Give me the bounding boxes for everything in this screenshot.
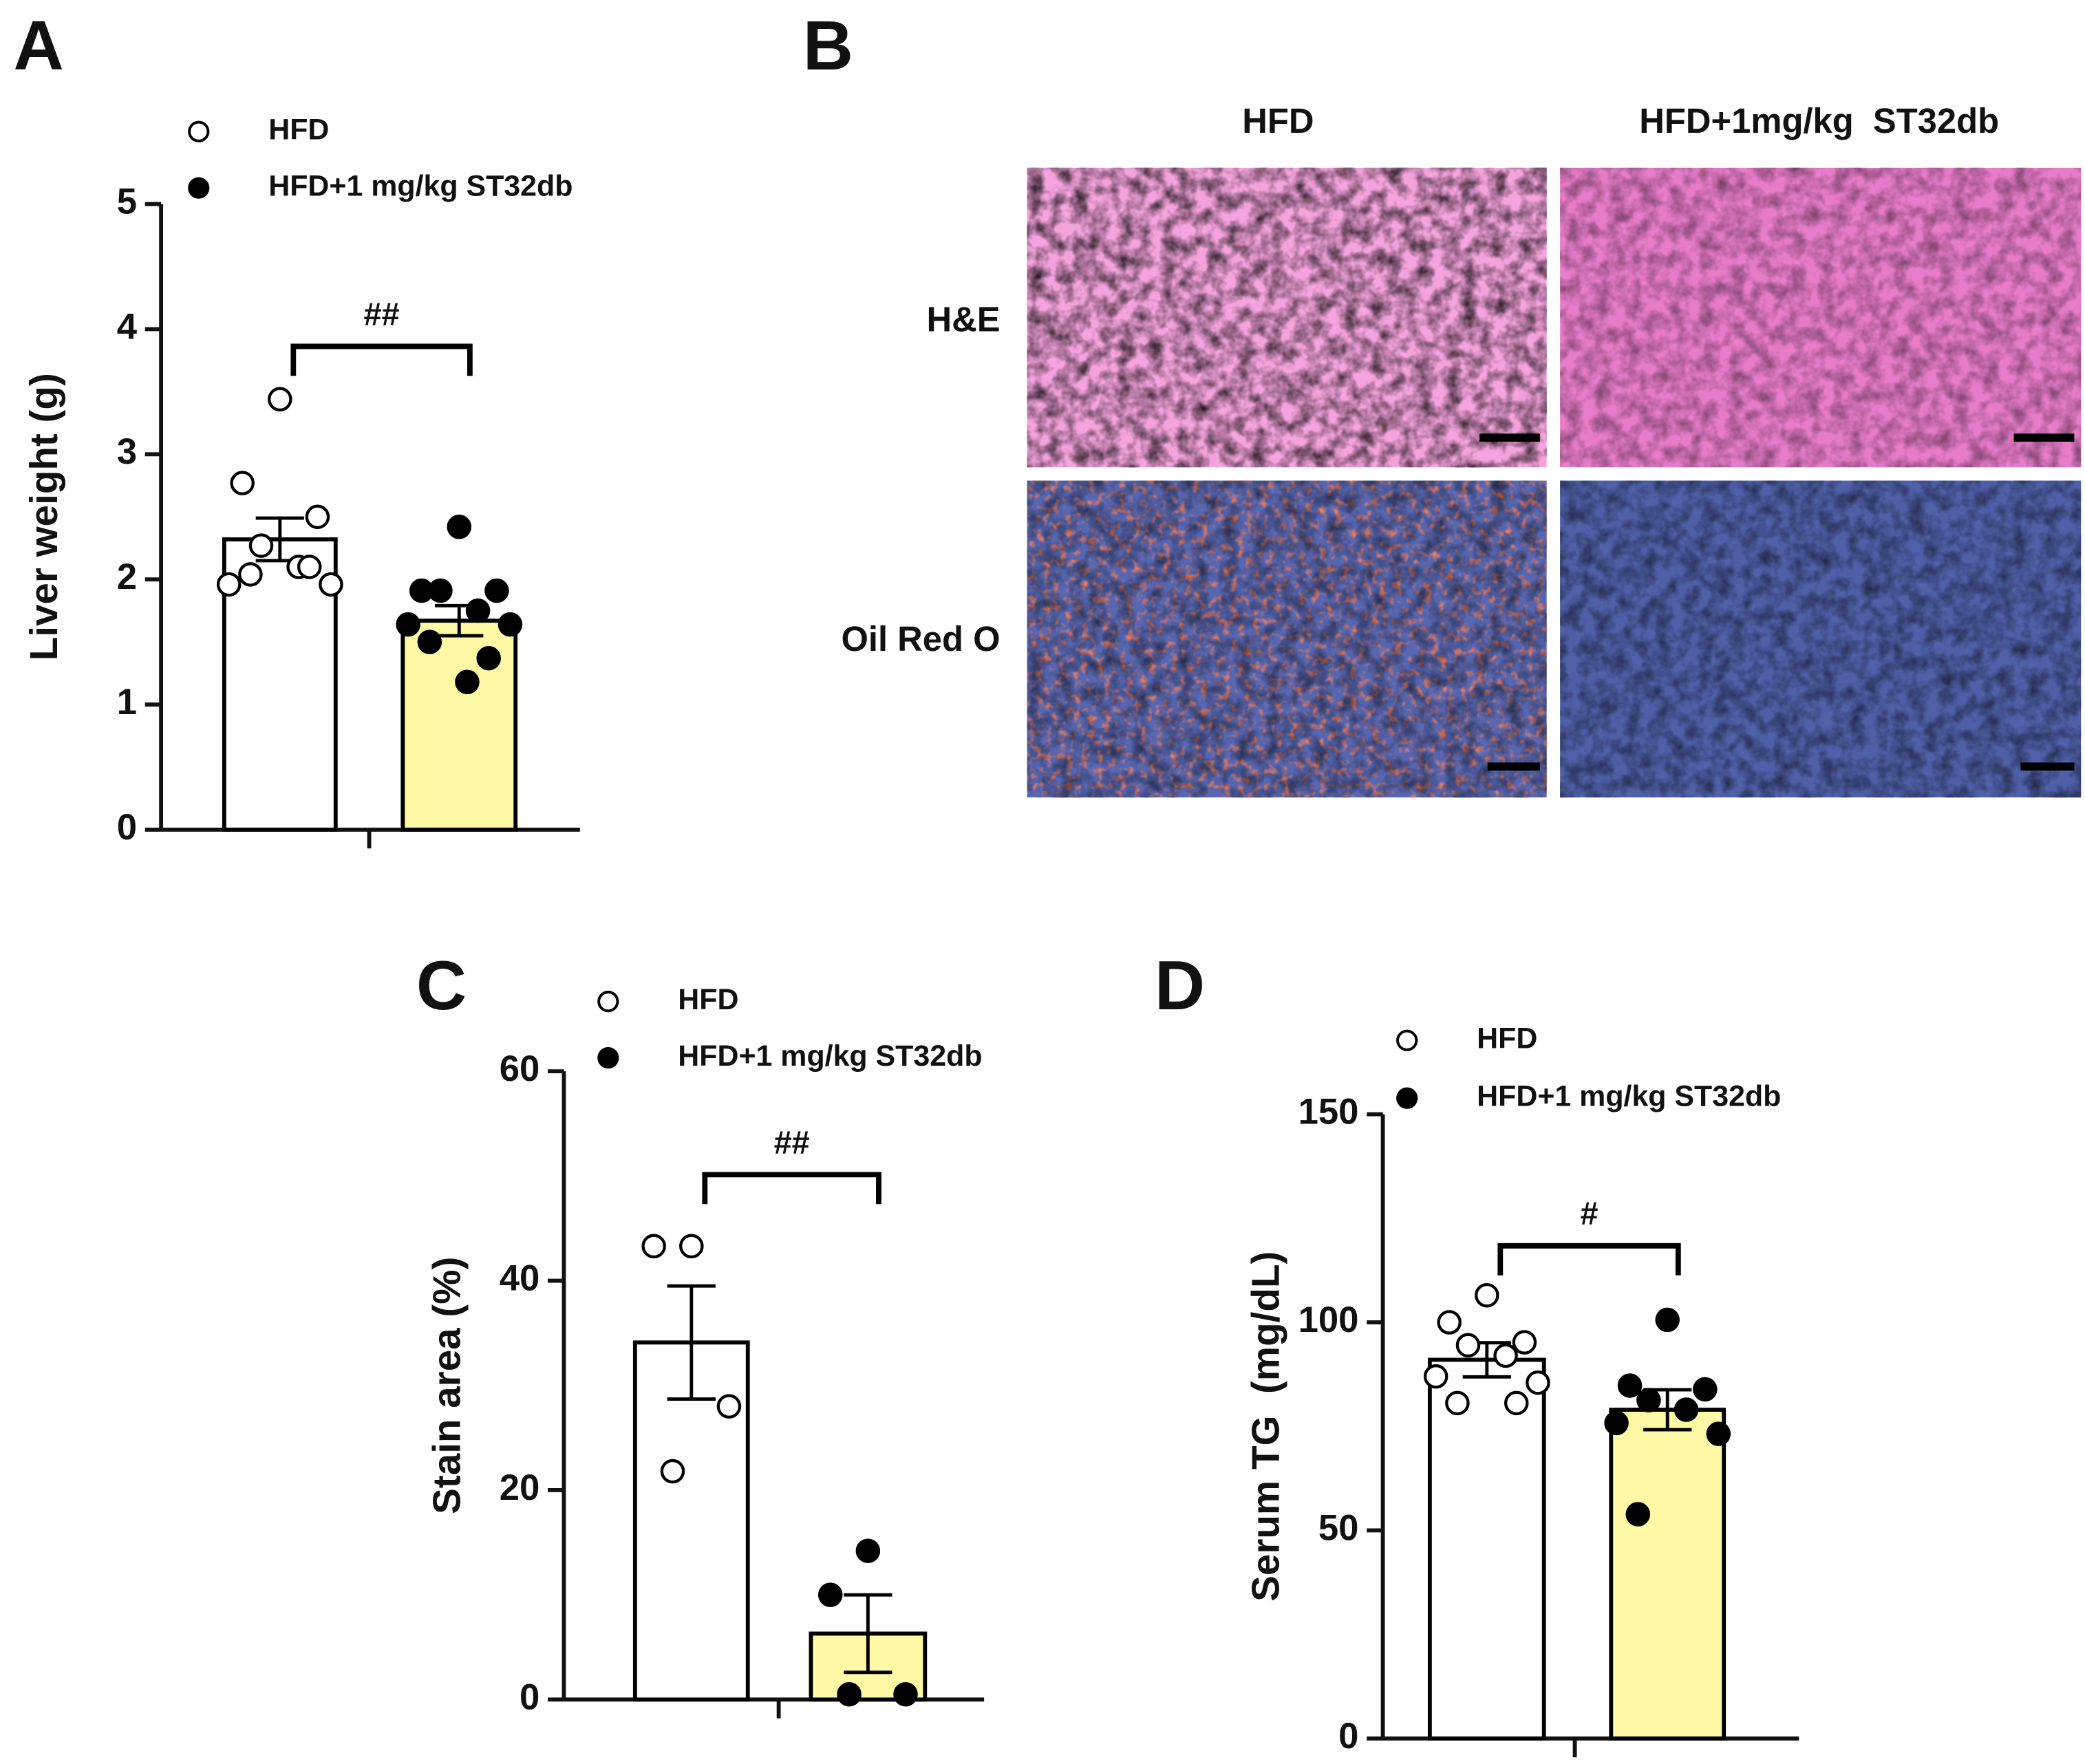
significance-bracket xyxy=(290,343,473,376)
legend-marker xyxy=(188,177,210,199)
significance-label: # xyxy=(1581,1196,1598,1231)
data-point xyxy=(1617,1373,1643,1398)
panel-letter: C xyxy=(416,946,467,1024)
histology-panel: B HFD HFD+1mg/kg ST32db H&E Oil Red O xyxy=(803,6,2082,798)
data-point xyxy=(837,1681,862,1707)
bar xyxy=(222,537,338,832)
data-point xyxy=(268,387,292,412)
data-point xyxy=(1455,1333,1481,1358)
bar xyxy=(1427,1357,1546,1741)
data-point xyxy=(1504,1390,1529,1416)
y-tick-label: 0 xyxy=(117,807,137,848)
legend-label: HFD xyxy=(678,983,738,1016)
data-point xyxy=(1636,1388,1661,1412)
data-point xyxy=(305,504,330,530)
he-texture xyxy=(1560,167,2082,468)
data-point xyxy=(396,612,420,637)
data-point xyxy=(1674,1397,1699,1422)
data-point xyxy=(248,533,274,558)
data-point xyxy=(455,669,480,695)
data-point xyxy=(1625,1502,1651,1527)
y-tick-label: 5 xyxy=(117,182,137,222)
panel-letter: D xyxy=(1155,946,1205,1024)
data-point xyxy=(1693,1377,1718,1402)
legend-label: HFD+1 mg/kg ST32db xyxy=(268,170,573,203)
data-point xyxy=(1512,1330,1537,1355)
legend-marker xyxy=(597,1047,619,1069)
data-point xyxy=(1604,1410,1629,1436)
legend-label: HFD xyxy=(268,114,329,147)
y-tick-label: 0 xyxy=(1338,1716,1358,1756)
data-point xyxy=(817,1582,843,1607)
y-tick-label: 0 xyxy=(520,1677,539,1717)
data-point xyxy=(660,1459,685,1484)
y-tick-label: 4 xyxy=(117,306,138,347)
y-tick-label: 50 xyxy=(1318,1507,1359,1548)
column-header: HFD+1mg/kg ST32db xyxy=(1639,101,1999,140)
legend-label: HFD+1 mg/kg ST32db xyxy=(1477,1080,1781,1113)
data-point xyxy=(1423,1364,1448,1389)
panel-letter: B xyxy=(803,6,853,85)
y-tick-label: 1 xyxy=(117,682,137,722)
data-point xyxy=(1526,1370,1550,1395)
data-point xyxy=(1445,1390,1470,1416)
y-axis-label: Liver weight (g) xyxy=(22,373,65,660)
data-point xyxy=(417,630,442,654)
data-point xyxy=(1655,1307,1680,1333)
data-point xyxy=(855,1538,881,1563)
column-header: HFD xyxy=(1242,101,1314,140)
bar xyxy=(1609,1408,1726,1741)
data-point xyxy=(1475,1282,1499,1308)
data-point xyxy=(447,515,472,539)
data-point xyxy=(297,555,322,579)
data-point xyxy=(716,1394,742,1419)
data-point xyxy=(465,598,491,623)
data-point xyxy=(238,562,263,587)
error-bar xyxy=(667,1284,716,1401)
data-point xyxy=(484,578,509,603)
data-point xyxy=(1437,1310,1462,1335)
data-point xyxy=(1493,1343,1518,1368)
data-point xyxy=(319,572,343,597)
data-point xyxy=(893,1681,918,1707)
data-point xyxy=(216,572,242,597)
y-tick-label: 60 xyxy=(500,1048,540,1089)
oro-texture xyxy=(1027,480,1547,798)
y-tick-label: 2 xyxy=(117,557,137,597)
data-point xyxy=(498,612,523,637)
row-label: Oil Red O xyxy=(841,619,1000,658)
oro-texture xyxy=(1560,480,2082,798)
significance-label: ## xyxy=(364,297,400,332)
legend-label: HFD xyxy=(1477,1022,1537,1055)
legend-marker xyxy=(188,120,210,142)
y-tick-label: 150 xyxy=(1298,1091,1359,1132)
row-label: H&E xyxy=(926,300,1000,339)
he-texture xyxy=(1027,167,1547,468)
y-tick-label: 20 xyxy=(500,1467,540,1508)
significance-label: ## xyxy=(774,1125,810,1161)
legend-marker xyxy=(597,991,619,1013)
legend-marker xyxy=(1396,1029,1418,1051)
y-axis-label: Serum TG (mg/dL) xyxy=(1244,1251,1287,1602)
data-point xyxy=(428,578,453,603)
data-point xyxy=(679,1234,704,1259)
data-point xyxy=(230,471,255,495)
y-tick-label: 3 xyxy=(117,431,137,472)
y-axis-label: Stain area (%) xyxy=(425,1257,469,1514)
legend-marker xyxy=(1396,1087,1418,1109)
significance-bracket xyxy=(702,1172,881,1205)
data-point xyxy=(641,1234,666,1259)
error-bar xyxy=(844,1593,892,1675)
panel-letter: A xyxy=(14,6,64,85)
data-point xyxy=(1706,1421,1731,1446)
significance-bracket xyxy=(1497,1243,1681,1276)
legend-label: HFD+1 mg/kg ST32db xyxy=(678,1040,982,1073)
y-tick-label: 40 xyxy=(500,1258,540,1298)
data-point xyxy=(476,645,501,671)
y-tick-label: 100 xyxy=(1298,1300,1359,1340)
